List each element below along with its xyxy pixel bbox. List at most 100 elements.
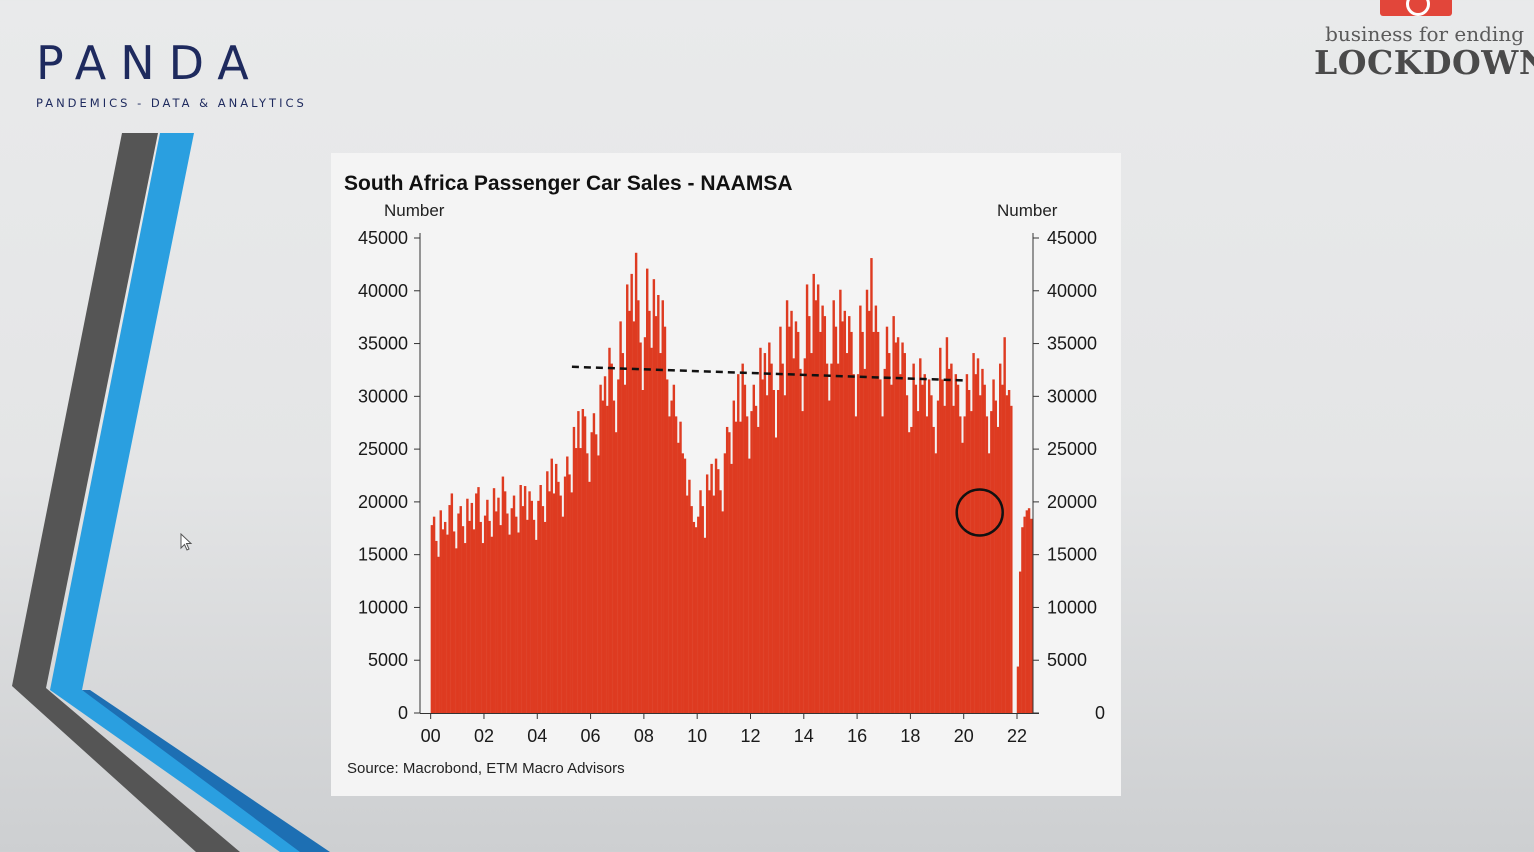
bar — [530, 500, 533, 713]
bar — [825, 363, 829, 713]
bar — [888, 353, 891, 713]
bar — [628, 310, 631, 713]
bar — [808, 316, 811, 713]
bar — [992, 379, 995, 713]
y-tick-label-left: 20000 — [358, 492, 408, 512]
bar — [828, 400, 831, 713]
blue-stripe-dark — [82, 690, 330, 852]
blue-stripe — [50, 133, 320, 852]
bar — [557, 481, 560, 713]
y-tick-label-right: 15000 — [1047, 545, 1097, 565]
bar — [981, 368, 984, 713]
bar — [732, 400, 736, 713]
bar — [945, 337, 949, 713]
bar — [717, 469, 720, 713]
bar — [581, 409, 585, 713]
bar — [996, 426, 1000, 713]
bar — [466, 498, 469, 713]
bar — [552, 493, 556, 713]
bfel-line2: LOCKDOWN — [1314, 43, 1534, 82]
bar — [721, 511, 724, 713]
bar — [830, 363, 833, 713]
bar — [681, 453, 684, 713]
chart-title: South Africa Passenger Car Sales - NAAMS… — [344, 172, 793, 195]
x-tick-label: 10 — [687, 726, 707, 746]
panda-logo-subtitle: PANDEMICS - DATA & ANALYTICS — [36, 96, 307, 110]
bar — [692, 521, 696, 713]
bar — [652, 279, 656, 713]
bar — [985, 416, 989, 713]
bar — [450, 493, 454, 713]
bar — [848, 316, 851, 713]
y-tick-label-left: 25000 — [358, 439, 408, 459]
bar — [970, 411, 973, 713]
bar — [874, 305, 878, 713]
bar — [923, 374, 926, 713]
bar — [914, 384, 918, 713]
bar — [839, 289, 842, 713]
panda-logo: PANDA — [36, 36, 263, 90]
bar — [921, 384, 924, 713]
bar — [455, 548, 458, 713]
bar — [517, 532, 520, 713]
x-tick-label: 08 — [634, 726, 654, 746]
highlight-circle — [955, 488, 1004, 537]
bar — [699, 490, 702, 713]
bar — [657, 295, 660, 713]
bar — [677, 442, 680, 713]
bar — [528, 491, 531, 713]
bar — [506, 513, 509, 713]
bar — [483, 515, 487, 713]
x-tick-label: 16 — [847, 726, 867, 746]
bar — [1021, 527, 1024, 713]
bar — [879, 379, 882, 713]
bar — [836, 363, 840, 713]
bar — [457, 513, 460, 713]
bar — [432, 516, 436, 713]
bar — [599, 384, 602, 713]
bar — [843, 310, 847, 713]
bar — [821, 305, 824, 713]
y-tick-label-right: 0 — [1095, 703, 1105, 723]
y-tick-label-left: 40000 — [358, 281, 408, 301]
bar — [712, 495, 716, 713]
bar — [910, 426, 913, 713]
business-for-ending-lockdown-logo: business for ending LOCKDOWN — [1314, 0, 1534, 82]
bar — [703, 537, 707, 713]
bar — [439, 510, 442, 713]
bar — [765, 395, 769, 713]
x-tick-label: 20 — [954, 726, 974, 746]
bar — [639, 342, 642, 713]
bar — [916, 411, 920, 713]
bar — [694, 527, 698, 713]
bar — [816, 284, 820, 713]
bar — [546, 471, 549, 713]
bar — [446, 534, 449, 713]
bar — [870, 258, 873, 713]
bar — [1023, 516, 1026, 713]
bar — [705, 474, 709, 713]
bar — [752, 384, 755, 713]
bar — [510, 508, 514, 713]
bar — [708, 490, 711, 713]
y-tick-label-right: 5000 — [1047, 650, 1087, 670]
bar — [777, 390, 780, 713]
y-tick-label-left: 0 — [398, 703, 408, 723]
bar — [934, 453, 938, 713]
bar — [987, 453, 991, 713]
y-tick-label-left: 35000 — [358, 334, 408, 354]
y-axis-label-right: Number — [997, 201, 1058, 220]
bar — [1027, 508, 1031, 713]
bar — [757, 426, 760, 713]
bar — [779, 326, 782, 713]
bar — [579, 448, 582, 713]
bar — [770, 363, 773, 713]
bar — [832, 300, 835, 713]
bar — [603, 376, 607, 713]
bar — [947, 368, 951, 713]
y-tick-label-right: 30000 — [1047, 386, 1097, 406]
bar — [435, 540, 438, 713]
bar — [654, 316, 658, 713]
y-tick-label-left: 15000 — [358, 545, 408, 565]
bar — [739, 421, 742, 713]
